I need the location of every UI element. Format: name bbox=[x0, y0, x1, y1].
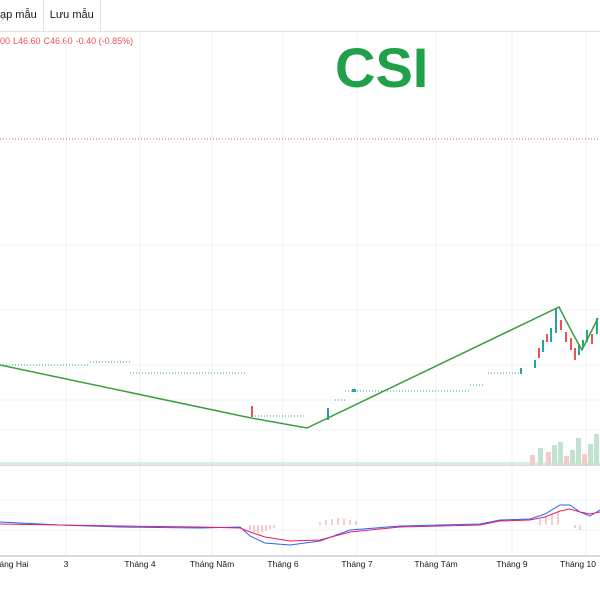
signal-line bbox=[0, 508, 600, 542]
macd-histogram bbox=[249, 512, 581, 533]
x-axis-label: Tháng 6 bbox=[267, 559, 299, 569]
ohlc-low: L46.60 bbox=[13, 36, 41, 46]
ohlc-open: 00 bbox=[0, 36, 11, 46]
symbol-title: CSI bbox=[335, 36, 429, 99]
ohlc-close: C46.60 bbox=[43, 36, 73, 46]
volume-bars bbox=[0, 434, 600, 465]
ohlc-legend: 00 L46.60 C46.60 -0.40 (-0.85%) bbox=[0, 36, 136, 46]
top-toolbar: ạp mẫu Lưu mẫu bbox=[0, 0, 600, 32]
x-axis-label: Tháng 9 bbox=[496, 559, 528, 569]
trend-line[interactable] bbox=[0, 306, 599, 429]
x-axis-label: Tháng 4 bbox=[124, 559, 156, 569]
flat-price-segments bbox=[0, 361, 520, 417]
toolbar-divider bbox=[42, 0, 44, 31]
grid-lines bbox=[0, 32, 600, 556]
ohlc-change: -0.40 (-0.85%) bbox=[75, 36, 134, 46]
candles bbox=[251, 309, 598, 420]
x-axis-label: Tháng 10 bbox=[560, 559, 596, 569]
x-axis-label: Tháng Tám bbox=[414, 559, 458, 569]
x-axis-label: Tháng Năm bbox=[189, 559, 235, 569]
x-axis-label: 3 bbox=[63, 559, 69, 569]
x-axis-label: áng Hai bbox=[0, 559, 29, 569]
x-axis-label: Tháng 7 bbox=[341, 559, 373, 569]
toolbar-divider bbox=[99, 0, 101, 31]
save-template-button[interactable]: Lưu mẫu bbox=[49, 9, 94, 21]
template-button[interactable]: ạp mẫu bbox=[0, 9, 37, 21]
macd-line bbox=[0, 504, 600, 546]
